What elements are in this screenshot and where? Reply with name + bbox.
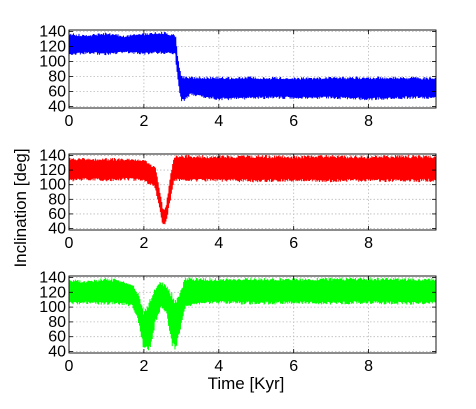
y-tick-label: 120 <box>39 39 66 56</box>
x-tick-label: 4 <box>214 113 223 130</box>
y-tick-label: 60 <box>48 329 66 346</box>
x-tick-label: 2 <box>139 113 148 130</box>
y-tick-label: 140 <box>39 24 66 41</box>
series-line <box>69 154 436 225</box>
x-tick-label: 2 <box>139 235 148 252</box>
y-tick-label: 100 <box>39 177 66 194</box>
y-tick-label: 100 <box>39 299 66 316</box>
y-tick-label: 100 <box>39 54 66 71</box>
x-tick-label: 8 <box>364 358 373 375</box>
series-line <box>69 277 436 351</box>
y-tick-label: 80 <box>48 191 66 208</box>
x-tick-label: 4 <box>214 235 223 252</box>
x-tick-label: 6 <box>289 235 298 252</box>
series-line <box>175 36 190 102</box>
x-tick-label: 6 <box>289 358 298 375</box>
y-tick-label: 140 <box>39 269 66 286</box>
x-tick-label: 8 <box>364 113 373 130</box>
axes-frame <box>68 29 437 109</box>
y-tick-label: 60 <box>48 84 66 101</box>
x-tick-label: 6 <box>289 113 298 130</box>
y-tick-label: 80 <box>48 69 66 86</box>
x-tick-label: 0 <box>65 113 74 130</box>
x-axis-label: Time [Kyr] <box>208 374 285 393</box>
y-tick-label: 120 <box>39 284 66 301</box>
y-tick-label: 40 <box>48 99 66 116</box>
series-line <box>188 76 436 101</box>
x-tick-label: 2 <box>139 358 148 375</box>
y-tick-label: 120 <box>39 162 66 179</box>
x-tick-label: 0 <box>65 235 74 252</box>
y-tick-label: 140 <box>39 147 66 164</box>
x-tick-label: 0 <box>65 358 74 375</box>
y-tick-label: 80 <box>48 314 66 331</box>
x-tick-label: 4 <box>214 358 223 375</box>
y-tick-label: 40 <box>48 221 66 238</box>
y-tick-label: 40 <box>48 344 66 361</box>
axes-frame <box>68 153 437 231</box>
series-line <box>69 31 177 56</box>
x-tick-label: 8 <box>364 235 373 252</box>
axes-frame <box>68 275 437 354</box>
y-axis-label: Inclination [deg] <box>11 148 30 267</box>
y-tick-label: 60 <box>48 206 66 223</box>
